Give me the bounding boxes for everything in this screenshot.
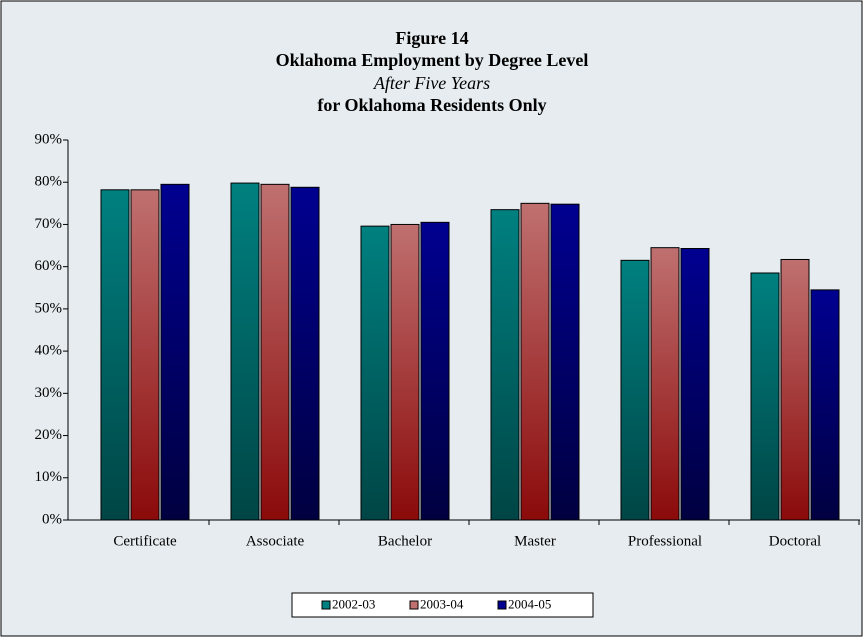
- bar: [360, 225, 390, 521]
- legend-label: 2004-05: [508, 596, 551, 611]
- bar: [290, 186, 320, 521]
- legend-label: 2002-03: [332, 596, 375, 611]
- bar: [260, 183, 290, 521]
- y-tick-label: 0%: [42, 511, 62, 527]
- chart-title: Figure 14: [395, 28, 468, 48]
- legend-swatch: [321, 600, 331, 610]
- x-tick-label: Doctoral: [769, 533, 821, 549]
- bar: [620, 259, 650, 521]
- x-tick-label: Associate: [246, 533, 305, 549]
- y-tick-label: 30%: [35, 385, 63, 401]
- y-tick-label: 50%: [35, 300, 63, 316]
- y-tick-label: 70%: [35, 216, 63, 232]
- y-tick-label: 40%: [35, 343, 63, 359]
- x-tick-label: Master: [514, 533, 556, 549]
- legend-swatch: [497, 600, 507, 610]
- chart-subtitle: After Five Years: [373, 73, 490, 93]
- bar: [100, 189, 130, 521]
- y-tick-label: 80%: [35, 174, 63, 190]
- bar: [390, 223, 420, 521]
- y-tick-label: 60%: [35, 258, 63, 274]
- bar: [550, 203, 580, 521]
- legend-box: [291, 592, 594, 618]
- bar: [490, 209, 520, 521]
- bar: [420, 221, 450, 521]
- legend-swatch: [409, 600, 419, 610]
- bar: [650, 247, 680, 521]
- bar: [230, 182, 260, 521]
- x-tick-label: Professional: [628, 533, 702, 549]
- chart-title: Oklahoma Employment by Degree Level: [276, 50, 589, 70]
- y-tick-label: 90%: [35, 131, 63, 147]
- bar: [750, 272, 780, 521]
- bar: [780, 258, 810, 521]
- bar: [520, 202, 550, 521]
- chart-subtitle: for Oklahoma Residents Only: [317, 95, 546, 115]
- x-tick-label: Bachelor: [378, 533, 432, 549]
- legend-label: 2003-04: [420, 596, 464, 611]
- y-tick-label: 10%: [35, 469, 63, 485]
- bar: [130, 189, 160, 521]
- bar: [810, 289, 840, 521]
- y-tick-label: 20%: [35, 427, 63, 443]
- bar: [160, 183, 190, 521]
- x-tick-label: Certificate: [113, 533, 177, 549]
- bar: [680, 248, 710, 521]
